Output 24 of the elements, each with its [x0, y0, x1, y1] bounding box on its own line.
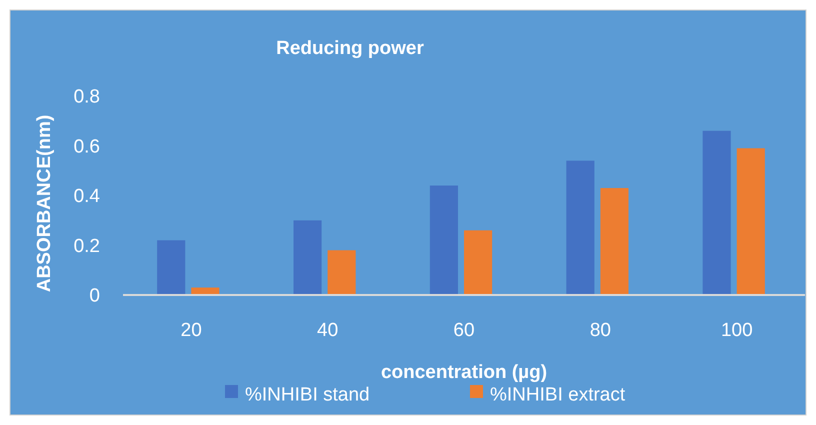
bar	[157, 240, 186, 295]
y-tick-label: 0.6	[74, 136, 100, 158]
legend-label: %INHIBI extract	[490, 384, 626, 406]
y-tick-label: 0.4	[74, 186, 100, 208]
x-tick-label: 20	[180, 320, 202, 341]
bar	[328, 250, 356, 295]
bar	[736, 148, 765, 295]
y-tick-label: 0.2	[74, 236, 100, 257]
x-tick-label: 60	[453, 320, 475, 341]
bar	[464, 230, 492, 295]
y-axis-title: ABSORBANCE(nm)	[34, 114, 55, 292]
y-tick-label: 0.8	[74, 86, 100, 108]
x-tick-label: 100	[720, 320, 753, 341]
y-tick-label: 0	[89, 286, 100, 307]
bar	[294, 220, 322, 295]
chart-title: Reducing power	[276, 38, 424, 59]
bar	[566, 160, 594, 295]
legend-label: %INHIBI stand	[245, 384, 370, 406]
x-tick-label: 80	[590, 320, 611, 341]
bar	[702, 130, 731, 295]
bar	[600, 188, 628, 295]
x-axis-title: concentration (µg)	[380, 362, 548, 383]
bar	[430, 186, 458, 295]
x-tick-label: 40	[317, 320, 338, 341]
